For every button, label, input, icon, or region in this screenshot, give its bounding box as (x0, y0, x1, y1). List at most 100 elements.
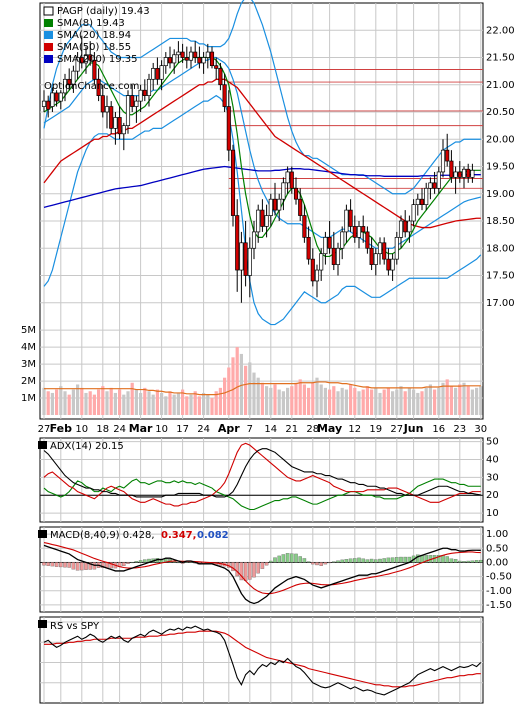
candle-body (302, 215, 307, 238)
volume-bar (433, 389, 437, 415)
candle-body (461, 168, 467, 178)
volume-bar (407, 387, 411, 415)
macd-histogram-bar (298, 556, 302, 563)
macd-histogram-bar (243, 562, 248, 581)
candle-body (146, 78, 152, 97)
volume-bar (218, 387, 222, 415)
macd-histogram-bar (395, 557, 399, 563)
macd-histogram-bar (306, 561, 311, 563)
candle-body (319, 253, 324, 271)
volume-bar (378, 392, 382, 415)
macd-histogram-bar (315, 562, 319, 566)
legend-sma200: SMA(200) 19.35 (57, 54, 138, 65)
candle-body (407, 220, 412, 233)
candle-body (348, 209, 353, 227)
macd-tick-label: -1.00 (486, 586, 512, 597)
macd-histogram-bar (256, 562, 260, 574)
volume-bar (424, 387, 428, 415)
volume-bar (76, 384, 80, 415)
volume-bar (466, 386, 470, 415)
macd-histogram-bar (357, 557, 361, 563)
macd-histogram-bar (374, 559, 378, 563)
volume-bar (63, 391, 67, 415)
macd-tick-label: -0.50 (486, 572, 512, 583)
candle-body (243, 242, 248, 276)
volume-bar (197, 396, 201, 415)
candle-body (289, 171, 294, 189)
macd-histogram-bar (54, 562, 59, 567)
macd-histogram-bar (449, 558, 454, 563)
candle-body (293, 187, 299, 200)
macd-histogram-bar (348, 558, 353, 563)
macd-histogram-bar (273, 557, 277, 563)
macd-histogram-bar (281, 554, 286, 563)
date-tick-label: 12 (348, 424, 361, 435)
legend-swatch-sma50 (44, 43, 53, 51)
candle-body (100, 95, 105, 113)
candle-body (193, 51, 198, 58)
candle-body (209, 51, 215, 67)
macd-histogram-bar (311, 562, 315, 565)
macd-histogram-bar (294, 553, 298, 563)
date-tick-label: Feb (50, 422, 73, 435)
volume-bar (168, 391, 172, 415)
date-tick-label: 28 (306, 424, 319, 435)
volume-bar (147, 391, 151, 415)
candle-body (436, 171, 441, 189)
date-tick-label: 17 (176, 424, 189, 435)
date-tick-label: 27 (390, 424, 403, 435)
candle-body (356, 226, 362, 238)
volume-bar (181, 389, 185, 415)
legend-swatch-sma8 (44, 19, 53, 27)
macd-histogram-bar (101, 562, 105, 568)
macd-histogram-bar (138, 560, 143, 563)
volume-bar (286, 387, 290, 415)
price-tick-label: 22.00 (486, 25, 515, 36)
price-tick-label: 19.00 (486, 189, 515, 200)
macd-histogram-bar (378, 558, 382, 563)
candle-body (331, 247, 336, 265)
volume-bar (470, 389, 474, 415)
date-tick-label: 19 (369, 424, 382, 435)
date-tick-label: 18 (96, 424, 109, 435)
candle-body (155, 68, 160, 80)
date-tick-label: Jun (403, 422, 424, 435)
macd-histogram-bar (189, 561, 193, 563)
candle-body (104, 106, 110, 113)
volume-bar (365, 386, 369, 415)
price-tick-label: 18.00 (486, 243, 515, 254)
macd-tick-label: 0.00 (486, 557, 508, 568)
axis-layer: 17.00 17.50 18.00 18.50 19.00 19.50 20.00 20.50… (21, 25, 515, 611)
macd-histogram-bar (382, 558, 386, 563)
price-legend: PAGP (daily) 19.43 SMA(8) 19.43 SMA(20) … (43, 6, 150, 92)
date-tick-label: 30 (474, 424, 487, 435)
legend-swatch-price (43, 6, 54, 16)
candle-body (197, 57, 202, 64)
rs-panel-frame (39, 616, 484, 704)
date-tick-label: 16 (432, 424, 445, 435)
rs-label: RS vs SPY (50, 621, 100, 632)
volume-bar (445, 379, 449, 415)
plus-di-line (43, 478, 481, 511)
watermark: OptionChance.com (44, 81, 139, 92)
candle-body (428, 182, 433, 189)
rs-legend-swatch (38, 620, 47, 628)
volume-bar (349, 384, 353, 415)
volume-bar (370, 389, 374, 415)
volume-bar (80, 387, 84, 415)
macd-histogram-bar (453, 559, 458, 563)
macd-tick-label: 1.00 (486, 529, 508, 540)
volume-bar (437, 387, 441, 415)
macd-label: MACD(8,40,9) 0.428, (50, 530, 155, 541)
candle-body (470, 169, 475, 178)
macd-histogram-bar (340, 559, 344, 563)
candle-body (109, 106, 114, 129)
candle-body (58, 92, 63, 102)
volume-bar (273, 384, 277, 415)
candle-body (272, 198, 278, 211)
sma200-line (43, 165, 481, 209)
candle-body (281, 182, 286, 200)
macd-histogram-bar (369, 558, 374, 563)
macd-tick-label: 0.50 (486, 543, 508, 554)
volume-tick-label: 1M (21, 393, 36, 404)
